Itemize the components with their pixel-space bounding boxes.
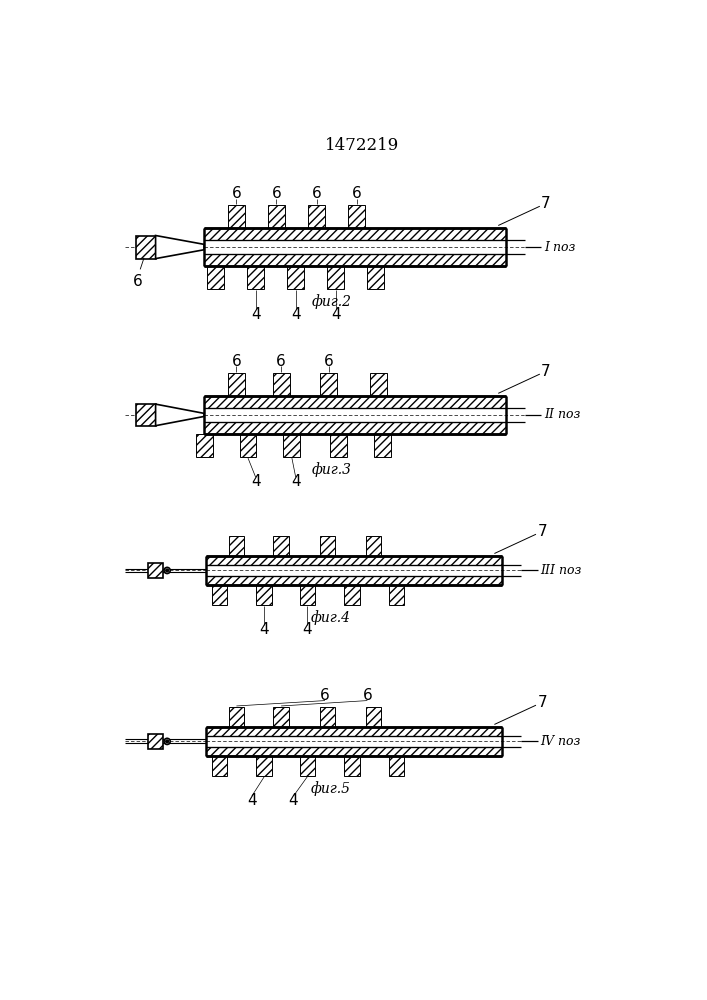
Bar [320,707,335,727]
Text: 6: 6 [312,186,322,201]
Bar [204,228,506,240]
Text: 4: 4 [331,307,341,322]
Bar [136,404,156,426]
Text: 4: 4 [291,307,300,322]
Bar [368,266,385,289]
Polygon shape [156,235,204,259]
Bar [366,707,381,727]
Text: 1472219: 1472219 [325,137,399,154]
Bar [228,205,245,228]
Bar [287,266,304,289]
Bar [207,266,224,289]
Bar [300,585,315,605]
Bar [366,536,381,556]
Bar [148,734,163,749]
Bar [308,205,325,228]
Circle shape [164,738,170,744]
Text: 4: 4 [251,474,260,489]
Bar [344,756,360,776]
Text: IV поз: IV поз [541,735,581,748]
Text: 4: 4 [288,793,298,808]
Text: 7: 7 [541,196,551,211]
Bar [327,266,344,289]
Text: II поз: II поз [544,408,581,421]
Bar [229,707,244,727]
Bar [206,736,502,747]
Bar [344,585,360,605]
Text: 6: 6 [320,688,330,703]
Bar [206,576,502,585]
Bar [204,408,506,422]
Bar [374,434,391,457]
Text: фиг.3: фиг.3 [312,462,352,477]
Bar [240,434,257,457]
Text: 6: 6 [363,688,372,703]
Bar [204,254,506,266]
Bar [274,536,288,556]
Bar [204,408,525,422]
Bar [204,240,525,254]
Bar [212,756,227,776]
Bar [273,373,290,396]
Circle shape [165,740,168,743]
Text: фиг.5: фиг.5 [311,781,351,796]
Bar [204,396,506,408]
Bar [196,434,213,457]
Bar [247,266,264,289]
Text: 7: 7 [537,524,547,539]
Bar [206,727,502,736]
Text: 4: 4 [247,793,257,808]
Bar [206,556,502,565]
Text: фиг.2: фиг.2 [312,294,352,309]
Text: 7: 7 [541,364,551,379]
Text: 6: 6 [232,354,241,369]
Bar [257,756,272,776]
Bar [284,434,300,457]
Bar [229,536,244,556]
Text: I поз: I поз [544,241,575,254]
Bar [257,585,272,605]
Text: 6: 6 [276,354,286,369]
Bar [320,373,337,396]
Bar [268,205,285,228]
Bar [389,585,404,605]
Text: фиг.4: фиг.4 [311,610,351,625]
Bar [348,205,365,228]
Text: 6: 6 [324,354,334,369]
Bar [206,565,521,576]
Text: 4: 4 [303,622,312,637]
Bar [370,373,387,396]
Bar [228,373,245,396]
Bar [148,563,163,578]
Bar [389,756,404,776]
Circle shape [164,567,170,574]
Polygon shape [156,404,204,426]
Bar [136,235,156,259]
Bar [206,747,502,756]
Bar [274,707,288,727]
Text: 6: 6 [271,186,281,201]
Text: 6: 6 [351,186,361,201]
Text: 6: 6 [232,186,241,201]
Bar [204,240,506,254]
Bar [300,756,315,776]
Circle shape [165,569,168,572]
Text: 4: 4 [259,622,269,637]
Bar [204,422,506,434]
Bar [329,434,346,457]
Text: 4: 4 [291,474,300,489]
Text: 6: 6 [133,274,143,289]
Bar [206,565,502,576]
Bar [320,536,335,556]
Text: 7: 7 [537,695,547,710]
Bar [206,736,521,747]
Text: 4: 4 [251,307,260,322]
Bar [212,585,227,605]
Text: III поз: III поз [541,564,582,577]
